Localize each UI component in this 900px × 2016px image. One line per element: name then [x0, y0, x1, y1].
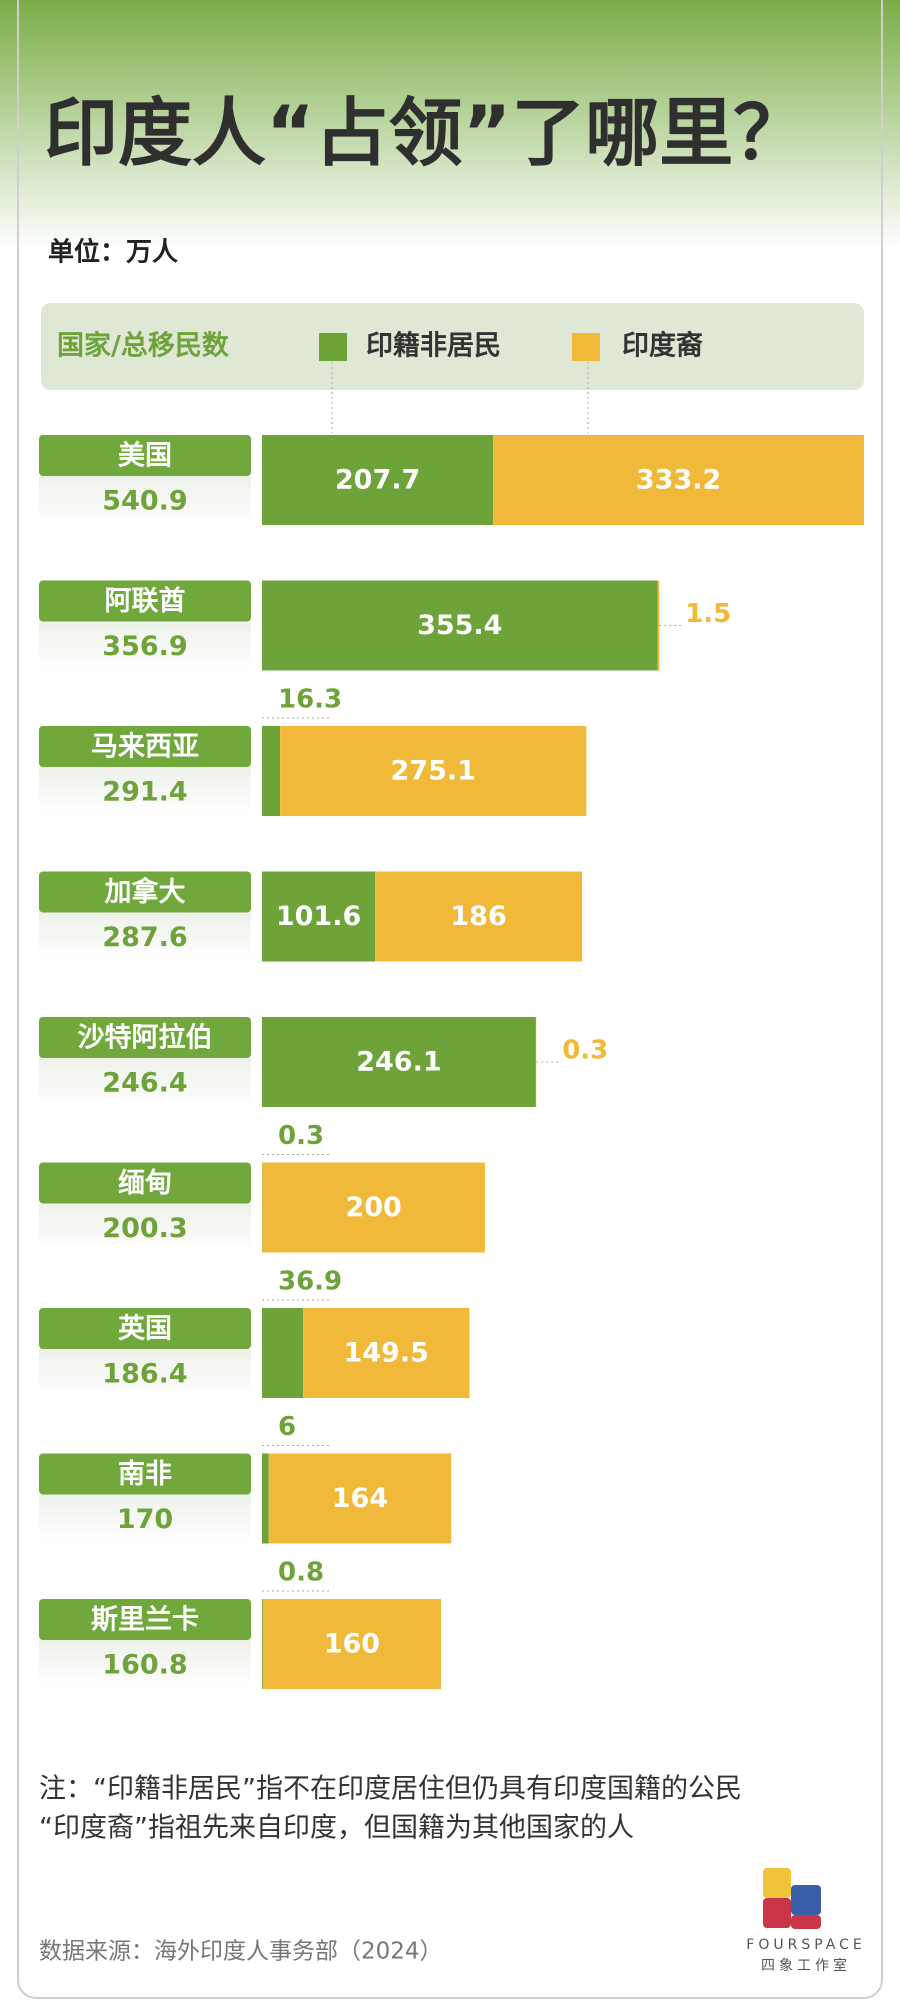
label-box-bottom	[39, 767, 251, 816]
label-box	[39, 1162, 251, 1204]
value-label: 16.3	[278, 685, 342, 715]
label-box	[39, 1308, 251, 1349]
category-label: 阿联酋	[105, 585, 186, 617]
source: 数据来源：海外印度人事务部（2024）	[39, 1939, 443, 1965]
logo-icon	[763, 1868, 821, 1929]
value-label: 0.8	[278, 1558, 324, 1588]
category-label: 沙特阿拉伯	[78, 1022, 213, 1054]
label-box-bottom	[39, 912, 251, 962]
value-label: 160	[324, 1629, 380, 1660]
rows: 美国 540.9 207.7 333.2 阿联酋 356.9 355.4 1.5 马来西亚 291…	[39, 435, 864, 1689]
value-label: 246.1	[356, 1047, 441, 1078]
value-label: 275.1	[391, 756, 476, 787]
bar-segment	[303, 1308, 470, 1398]
bar-segment	[375, 871, 583, 962]
label-box	[39, 871, 251, 913]
note: “印度裔”指祖先来自印度，但国籍为其他国家的人	[39, 1813, 634, 1844]
value-label: 1.5	[685, 599, 731, 629]
label-box	[39, 726, 251, 767]
category-label: 马来西亚	[91, 732, 199, 763]
total-label: 287.6	[102, 922, 187, 953]
category-label: 斯里兰卡	[91, 1605, 199, 1636]
label-box-bottom	[39, 1058, 251, 1107]
value-label: 0.3	[278, 1121, 324, 1151]
label-box-bottom	[39, 1349, 251, 1398]
bar-segment	[493, 435, 864, 525]
category-label: 南非	[118, 1459, 172, 1490]
bar-segment	[262, 1162, 485, 1253]
category-label: 美国	[118, 440, 172, 472]
logo-cn: 四象工作室	[761, 1957, 851, 1974]
bar-segment	[262, 580, 658, 671]
bar-segment	[262, 1308, 304, 1398]
label-box-bottom	[39, 1640, 251, 1689]
value-label: 149.5	[344, 1338, 429, 1369]
category-label: 缅甸	[118, 1168, 172, 1199]
logo-en: FOURSPACE	[746, 1937, 865, 1953]
value-label: 164	[332, 1483, 388, 1514]
label-box-bottom	[39, 1203, 251, 1253]
total-label: 186.4	[102, 1359, 187, 1390]
total-label: 356.9	[102, 631, 187, 662]
category-label: 英国	[118, 1314, 172, 1345]
category-label: 加拿大	[105, 876, 186, 908]
value-label: 333.2	[636, 465, 721, 496]
bar-segment	[262, 435, 494, 525]
total-label: 246.4	[102, 1068, 187, 1099]
bar-segment	[262, 726, 281, 816]
note: 注：“印籍非居民”指不在印度居住但仍具有印度国籍的公民	[39, 1774, 742, 1805]
bar-segment	[262, 1017, 536, 1107]
legend: 印籍非居民 印度裔	[319, 330, 703, 362]
legend-swatch	[572, 333, 600, 361]
total-label: 160.8	[102, 1650, 187, 1681]
total-label: 540.9	[102, 486, 187, 517]
legend-label: 印籍非居民	[366, 330, 501, 362]
title: 印度人“占领”了哪里？	[44, 91, 807, 177]
label-box	[39, 435, 251, 476]
value-label: 101.6	[276, 901, 361, 932]
label-box-bottom	[39, 476, 251, 525]
bar-segment	[262, 1599, 263, 1689]
bar-segment	[657, 580, 660, 671]
value-label: 36.9	[278, 1267, 342, 1297]
bar-segment	[262, 1453, 269, 1544]
total-label: 200.3	[102, 1213, 187, 1244]
legend-box	[41, 303, 864, 390]
header-bg	[0, 0, 900, 250]
value-label: 6	[278, 1412, 296, 1442]
legend-swatch	[319, 333, 347, 361]
value-label: 355.4	[417, 610, 502, 641]
frame	[17, 0, 883, 1999]
label-box	[39, 1017, 251, 1058]
label-box	[39, 580, 251, 622]
value-label: 200	[345, 1192, 401, 1223]
label-box	[39, 1453, 251, 1495]
bar-segment	[262, 1599, 441, 1689]
total-label: 170	[117, 1504, 173, 1535]
bar-segment	[268, 1453, 452, 1544]
bar-segment	[262, 871, 376, 962]
value-label: 207.7	[335, 465, 420, 496]
total-label: 291.4	[102, 777, 187, 808]
bar-segment	[280, 726, 587, 816]
legend-header: 国家/总移民数	[57, 330, 230, 362]
unit: 单位：万人	[48, 237, 178, 268]
label-box-bottom	[39, 621, 251, 671]
value-label: 186	[450, 901, 506, 932]
legend-label: 印度裔	[622, 330, 703, 362]
label-box-bottom	[39, 1494, 251, 1544]
value-label: 0.3	[562, 1036, 608, 1066]
label-box	[39, 1599, 251, 1640]
